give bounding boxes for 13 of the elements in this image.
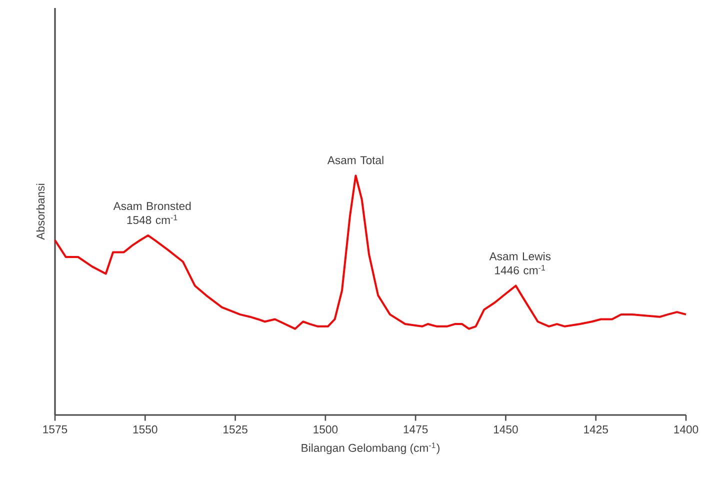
x-tick-label: 1575 [43, 425, 68, 434]
y-axis-title: Absorbansi [36, 184, 45, 240]
annotation: Asam Total [327, 156, 384, 164]
x-tick-label: 1450 [494, 425, 518, 434]
x-tick-label: 1400 [674, 425, 698, 434]
annotation: Asam Bronsted 1548 cm$^{-1}$ [113, 202, 191, 224]
x-tick-label: 1475 [404, 425, 428, 434]
x-tick-label: 1425 [584, 425, 608, 434]
x-tick-label: 1550 [133, 425, 158, 434]
x-axis-title: Bilangan Gelombang (cm$^{-1}$) [302, 442, 440, 454]
x-tick-label: 1500 [314, 425, 338, 434]
annotation: Asam Lewis 1446 cm$^{-1}$ [489, 252, 551, 274]
x-tick-label: 1525 [224, 425, 248, 434]
